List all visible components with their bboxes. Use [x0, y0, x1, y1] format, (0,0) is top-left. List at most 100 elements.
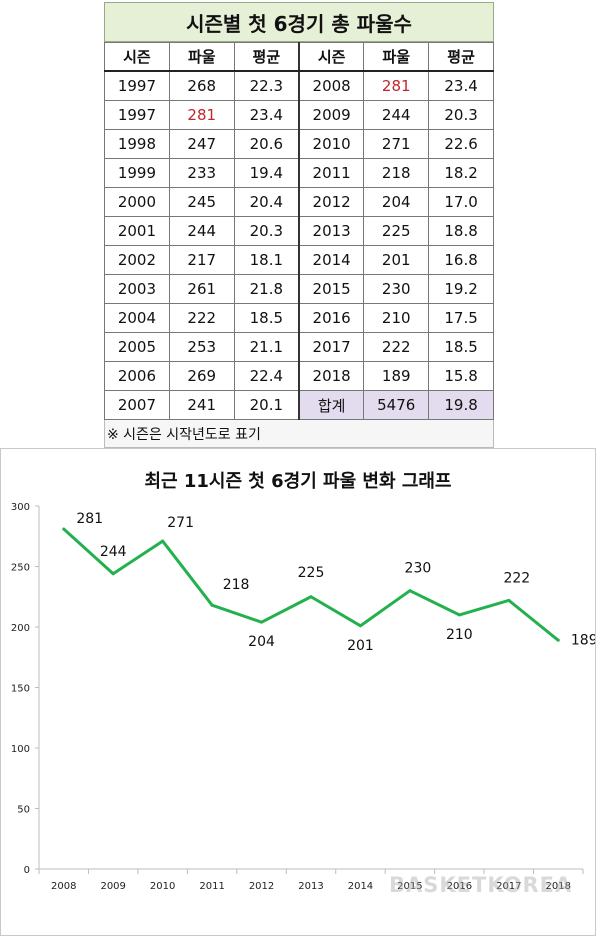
table-cell: 17.5 — [428, 303, 494, 333]
table-cell: 18.1 — [233, 245, 300, 275]
table-cell: 2002 — [104, 245, 170, 275]
table-cell: 281 — [168, 100, 235, 130]
y-tick-label: 100 — [11, 744, 30, 755]
y-tick-label: 200 — [11, 623, 30, 634]
table-cell: 23.4 — [428, 70, 494, 101]
table-row: 2007 241 20.1 합계 5476 19.8 — [104, 390, 494, 420]
table-cell: 5476 — [363, 390, 430, 420]
data-point — [210, 603, 214, 607]
data-label: 244 — [100, 544, 127, 560]
data-label: 218 — [223, 577, 250, 593]
table-cell: 222 — [363, 332, 430, 362]
table-cell: 2010 — [297, 129, 365, 159]
watermark-logo: BASKETKOREA — [389, 873, 573, 897]
y-tick-label: 250 — [11, 563, 30, 574]
x-tick-label: 2009 — [100, 881, 125, 892]
table-cell: 2012 — [297, 187, 365, 217]
table-row: 2003 261 21.8 2015 230 19.2 — [104, 274, 494, 304]
data-point — [161, 539, 165, 543]
table-cell: 201 — [363, 245, 430, 275]
table-cell: 222 — [168, 303, 235, 333]
table-cell: 189 — [363, 361, 430, 391]
table-row: 1997 281 23.4 2009 244 20.3 — [104, 100, 494, 130]
table-cell: 217 — [168, 245, 235, 275]
table-cell: 2007 — [104, 390, 170, 420]
data-label: 201 — [347, 638, 374, 654]
column-header: 평균 — [233, 42, 300, 72]
table-cell: 16.8 — [428, 245, 494, 275]
table-cell: 233 — [168, 158, 235, 188]
table-row: 1998 247 20.6 2010 271 22.6 — [104, 129, 494, 159]
table-cell: 21.1 — [233, 332, 300, 362]
table-cell: 247 — [168, 129, 235, 159]
table-cell: 210 — [363, 303, 430, 333]
table-row: 2005 253 21.1 2017 222 18.5 — [104, 332, 494, 362]
table-cell: 19.4 — [233, 158, 300, 188]
table-cell: 22.3 — [233, 70, 300, 101]
data-point — [408, 589, 412, 593]
table-cell: 15.8 — [428, 361, 494, 391]
table-cell: 2004 — [104, 303, 170, 333]
table-cell: 19.2 — [428, 274, 494, 304]
table-cell: 245 — [168, 187, 235, 217]
table-row: 1997 268 22.3 2008 281 23.4 — [104, 70, 494, 101]
column-header: 파울 — [168, 42, 235, 72]
data-point — [457, 613, 461, 617]
y-tick-label: 150 — [11, 684, 30, 695]
table-row: 2002 217 18.1 2014 201 16.8 — [104, 245, 494, 275]
table-note: ※ 시즌은 시작년도로 표기 — [104, 420, 494, 448]
table-row: 1999 233 19.4 2011 218 18.2 — [104, 158, 494, 188]
data-point — [260, 620, 264, 624]
table-cell: 2011 — [297, 158, 365, 188]
table-cell: 269 — [168, 361, 235, 391]
data-point — [62, 527, 66, 531]
table-cell: 225 — [363, 216, 430, 246]
table-row: 2001 244 20.3 2013 225 18.8 — [104, 216, 494, 246]
x-tick-label: 2016 — [447, 881, 472, 892]
fouls-table: 시즌 파울 평균 시즌 파울 평균 1997 268 22.3 2008 281 23.4 1997 2… — [104, 42, 494, 420]
table-cell: 20.3 — [233, 216, 300, 246]
data-label: 210 — [446, 627, 473, 643]
table-row: 2004 222 18.5 2016 210 17.5 — [104, 303, 494, 333]
table-cell: 271 — [363, 129, 430, 159]
table-cell: 19.8 — [428, 390, 494, 420]
x-tick-label: 2018 — [546, 881, 571, 892]
table-cell: 241 — [168, 390, 235, 420]
y-tick-label: 300 — [11, 502, 30, 513]
data-label: 225 — [298, 565, 325, 581]
fouls-table-container: 시즌별 첫 6경기 총 파울수 시즌 파울 평균 시즌 파울 평균 1997 268 22.3… — [104, 2, 494, 448]
table-cell: 2016 — [297, 303, 365, 333]
table-header-row: 시즌 파울 평균 시즌 파울 평균 — [104, 42, 494, 72]
table-cell: 18.2 — [428, 158, 494, 188]
table-cell: 2009 — [297, 100, 365, 130]
data-label: 230 — [405, 561, 432, 577]
table-cell: 2013 — [297, 216, 365, 246]
x-tick-label: 2015 — [397, 881, 422, 892]
table-cell: 23.4 — [233, 100, 300, 130]
table-cell: 2008 — [297, 70, 365, 101]
x-tick-label: 2013 — [298, 881, 323, 892]
table-cell: 22.6 — [428, 129, 494, 159]
table-row: 2000 245 20.4 2012 204 17.0 — [104, 187, 494, 217]
chart-title: 최근 11시즌 첫 6경기 파울 변화 그래프 — [144, 471, 452, 492]
data-point — [358, 624, 362, 628]
table-cell: 21.8 — [233, 274, 300, 304]
table-cell: 22.4 — [233, 361, 300, 391]
data-point — [111, 572, 115, 576]
table-cell: 17.0 — [428, 187, 494, 217]
table-cell: 244 — [363, 100, 430, 130]
table-cell: 2018 — [297, 361, 365, 391]
x-tick-label: 2010 — [150, 881, 175, 892]
column-header: 시즌 — [104, 42, 170, 72]
x-tick-label: 2008 — [51, 881, 76, 892]
data-point — [309, 595, 313, 599]
x-tick-label: 2014 — [348, 881, 373, 892]
table-cell: 268 — [168, 70, 235, 101]
table-cell: 2014 — [297, 245, 365, 275]
series-line — [62, 527, 560, 642]
x-tick-label: 2011 — [199, 881, 224, 892]
table-cell: 1998 — [104, 129, 170, 159]
table-cell: 2000 — [104, 187, 170, 217]
table-cell: 261 — [168, 274, 235, 304]
table-cell: 2001 — [104, 216, 170, 246]
